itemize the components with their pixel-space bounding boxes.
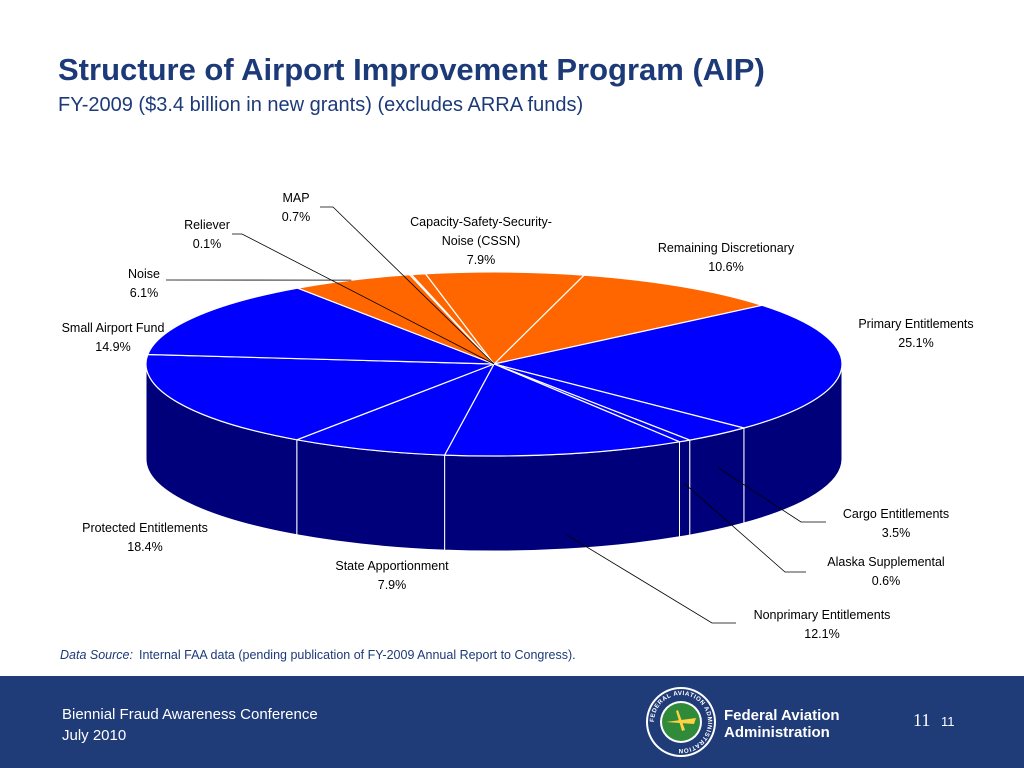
pie-slice-nonprimary-entitlements (444, 363, 681, 457)
conference-date: July 2010 (62, 727, 127, 744)
leader-nonprimary-entitlements (566, 534, 736, 624)
pie-side-nonprimary-entitlements (444, 441, 680, 552)
label-capacity-safety-security-noise-cssn-line2: Noise (CSSN) (442, 234, 521, 248)
conference-name: Biennial Fraud Awareness Conference (62, 706, 318, 723)
label-alaska-supplemental: Alaska Supplemental (827, 555, 944, 569)
label-primary-entitlements: Primary Entitlements (858, 317, 973, 331)
label-protected-entitlements: Protected Entitlements (82, 521, 208, 535)
data-source: Data Source: Internal FAA data (pending p… (60, 648, 576, 662)
pie-slice-remaining-discretionary (493, 274, 763, 365)
value-nonprimary-entitlements: 12.1% (804, 627, 839, 641)
label-reliever: Reliever (184, 218, 230, 232)
leader-map (320, 206, 495, 365)
label-map: MAP (282, 191, 309, 205)
pie-slice-state-apportionment (296, 363, 495, 456)
leader-alaska-supplemental (684, 483, 806, 573)
pie-slice-primary-entitlements (493, 304, 843, 429)
value-state-apportionment: 7.9% (378, 578, 407, 592)
label-remaining-discretionary: Remaining Discretionary (658, 241, 795, 255)
pie-slice-small-airport-fund (147, 287, 495, 365)
value-remaining-discretionary: 10.6% (708, 260, 743, 274)
pie-slice-protected-entitlements (145, 353, 495, 441)
value-alaska-supplemental: 0.6% (872, 574, 901, 588)
value-capacity-safety-security-noise-cssn: 7.9% (467, 253, 496, 267)
value-small-airport-fund: 14.9% (95, 340, 130, 354)
value-primary-entitlements: 25.1% (898, 336, 933, 350)
slide-subtitle: FY-2009 ($3.4 billion in new grants) (ex… (58, 94, 584, 116)
slide-number: 11 (941, 714, 955, 729)
leader-reliever (232, 233, 495, 365)
data-source-text: Internal FAA data (pending publication o… (138, 648, 576, 662)
footer-bar: Biennial Fraud Awareness Conference July… (0, 676, 1024, 768)
label-state-apportionment: State Apportionment (335, 559, 449, 573)
leader-cargo-entitlements (717, 467, 826, 523)
agency-name-line1: Federal Aviation (724, 707, 840, 724)
agency-name: Federal Aviation Administration (724, 707, 840, 741)
agency-name-line2: Administration (724, 724, 830, 741)
value-reliever: 0.1% (193, 237, 222, 251)
pie-side-cargo-entitlements (689, 427, 745, 536)
faa-seal-icon: FEDERAL AVIATION ADMINISTRATION (646, 687, 716, 757)
label-capacity-safety-security-noise-cssn-line1: Capacity-Safety-Security- (410, 215, 552, 229)
value-map: 0.7% (282, 210, 311, 224)
pie-slice-capacity-safety-security-noise-cssn (424, 271, 585, 365)
label-small-airport-fund: Small Airport Fund (62, 321, 165, 335)
data-source-label: Data Source: (60, 648, 133, 662)
value-cargo-entitlements: 3.5% (882, 526, 911, 540)
pie-chart: Remaining Discretionary 10.6% Primary Enti… (62, 191, 974, 641)
label-nonprimary-entitlements: Nonprimary Entitlements (754, 608, 891, 622)
label-cargo-entitlements: Cargo Entitlements (843, 507, 949, 521)
slide-number-serif: 11 (913, 710, 931, 730)
label-noise: Noise (128, 267, 160, 281)
value-protected-entitlements: 18.4% (127, 540, 162, 554)
pie-side-state-apportionment (296, 439, 446, 551)
pie-side-alaska-supplemental (679, 439, 691, 538)
value-noise: 6.1% (130, 286, 159, 300)
slide-title: Structure of Airport Improvement Program… (58, 52, 765, 87)
